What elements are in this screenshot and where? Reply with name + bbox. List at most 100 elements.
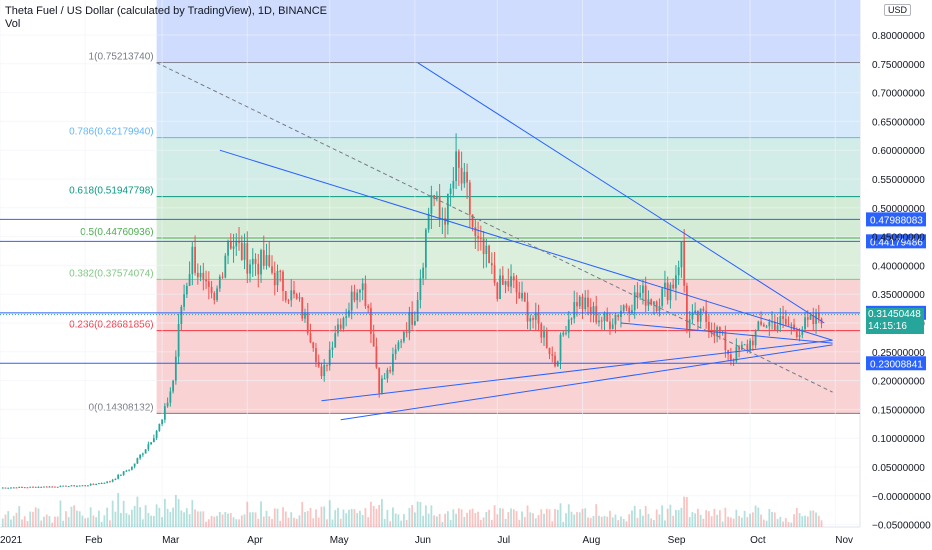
candle-body [95,484,98,486]
price-tick-label: 0.60000000 [872,146,925,157]
volume-bar [26,521,29,527]
candle-body [749,340,751,351]
candle-body [265,255,268,266]
volume-bar [254,512,257,527]
fib-zone [156,196,861,238]
candle-body [545,331,548,348]
candle-body [452,180,455,189]
volume-bar [279,520,282,527]
candle-body [628,307,631,313]
volume-bar [485,512,488,527]
level-price-tag [866,212,926,227]
candle-body [394,349,397,355]
candle-body [180,306,183,324]
volume-bar [136,496,139,527]
volume-bar [631,510,633,527]
volume-bar [32,511,34,527]
candle-body [683,241,686,286]
candle-body [784,318,787,325]
volume-bar [523,517,526,527]
candle-body [323,365,326,377]
volume-bar [320,506,323,527]
volume-bar [70,506,73,527]
volume-bar [702,518,705,527]
candle-body [488,245,490,264]
candle-body [532,318,534,320]
volume-bar [323,506,326,527]
candle-body [724,331,727,351]
fib-retracement[interactable]: 1(0.75213740) 0.786(0.62179940) 0.618(0.51… [69,0,861,414]
candle-body [34,486,37,488]
volume-bar [262,516,265,527]
candle-body [598,320,600,323]
volume-bar [345,513,348,527]
time-tick-label: Sep [668,535,686,546]
time-tick-label: Feb [85,535,103,546]
volume-bar [526,505,529,527]
volume-bar [642,515,644,527]
candle-body [479,238,482,240]
candle-body [271,266,273,273]
volume-bar [62,520,65,527]
candle-body [515,280,518,293]
volume-bar [757,507,760,527]
candle-body [424,229,427,268]
volume-bar [611,517,614,527]
volume-bar [334,510,337,527]
candle-body [188,274,191,286]
candle-body [449,188,452,195]
candle-body [501,275,504,285]
candle-body [565,332,567,334]
volume-bar [573,514,576,527]
candle-body [795,330,798,338]
candle-body [317,361,320,367]
volume-bar [92,515,95,527]
volume-bar [213,516,216,527]
volume-bar [348,509,350,527]
candle-body [771,321,773,323]
price-tick-label: 0.15000000 [872,405,925,416]
drawing-lines[interactable] [0,62,860,421]
candle-body [150,442,153,445]
volume-bar [48,516,51,527]
fib-level-label: 0.5(0.44760936) [80,227,153,238]
volume-bar [609,510,611,527]
volume-bar [378,504,381,527]
candle-body [65,485,67,487]
volume-bar [603,515,606,527]
volume-bar [567,504,570,527]
price-tick-label: 0.25000000 [872,348,925,359]
candle-body [276,270,279,286]
volume-bar [161,517,164,527]
volume-bar [268,516,271,527]
volume-bar [290,512,293,527]
candle-body [251,258,254,265]
volume-bar [515,511,518,527]
volume-bar [40,520,43,527]
volume-bar [801,516,804,527]
volume-bar [367,517,370,527]
candle-body [735,346,738,362]
candle-body [334,333,337,348]
trend-line-rising-lower [321,339,833,402]
volume-bar [650,518,653,527]
candle-body [205,279,207,282]
volume-bar [751,512,754,527]
candle-body [782,316,784,319]
chart-grid [0,0,860,527]
candle-body [567,319,570,333]
time-axis[interactable]: 2021 Feb Mar Apr May Jun Jul Aug Sep Oct Nov [0,535,853,546]
candle-body [191,246,194,275]
time-tick-label: Apr [247,535,263,546]
currency-label[interactable]: USD [884,4,912,16]
candle-body [705,310,708,322]
volume-bar [207,519,210,527]
volume-bar [18,506,21,527]
candle-body [155,430,158,439]
volume-indicator-label[interactable]: Vol [5,18,21,30]
price-tick-label: 0.80000000 [872,31,925,42]
volume-bar [581,508,584,527]
volume-bar [51,522,54,527]
candle-body [518,292,521,299]
